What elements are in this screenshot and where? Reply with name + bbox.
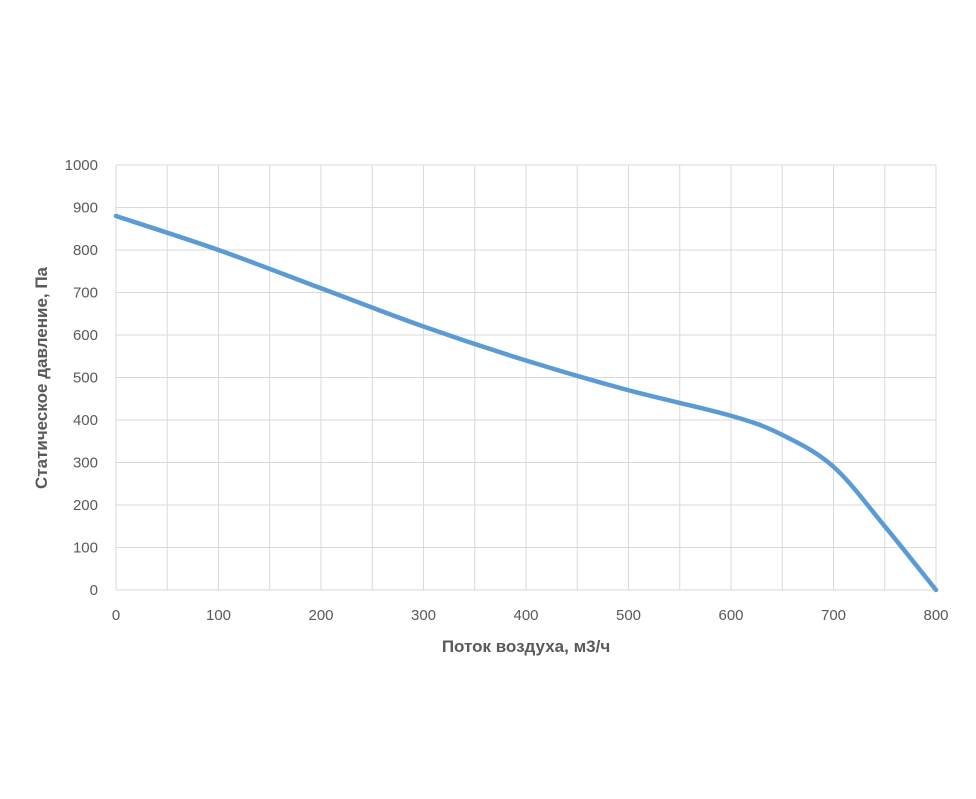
x-tick-label: 200 (308, 607, 333, 624)
series-group (113, 213, 939, 593)
y-tick-label: 600 (73, 327, 98, 344)
y-axis-title: Статическое давление, Па (32, 266, 51, 489)
y-tick-label: 100 (73, 540, 98, 557)
y-tick-label: 0 (90, 582, 98, 599)
x-tick-label: 0 (112, 607, 120, 624)
y-tick-label: 400 (73, 412, 98, 429)
y-tick-label: 200 (73, 497, 98, 514)
y-tick-label: 300 (73, 455, 98, 472)
x-axis-title: Поток воздуха, м3/ч (442, 637, 610, 656)
x-tick-label: 500 (616, 607, 641, 624)
y-tick-label: 900 (73, 200, 98, 217)
x-tick-label: 300 (411, 607, 436, 624)
x-tick-label: 600 (718, 607, 743, 624)
y-tick-label: 700 (73, 285, 98, 302)
y-tick-label: 1000 (65, 157, 98, 174)
x-tick-label: 100 (206, 607, 231, 624)
x-tick-labels: 0 100 200 300 400 500 600 700 800 (112, 607, 949, 624)
y-tick-label: 800 (73, 242, 98, 259)
grid (115, 164, 937, 591)
x-tick-label: 700 (821, 607, 846, 624)
x-tick-label: 400 (513, 607, 538, 624)
y-tick-label: 500 (73, 370, 98, 387)
x-tick-label: 800 (923, 607, 948, 624)
series-line (113, 213, 939, 593)
y-tick-labels: 0 100 200 300 400 500 600 700 800 900 1000 (65, 157, 98, 599)
